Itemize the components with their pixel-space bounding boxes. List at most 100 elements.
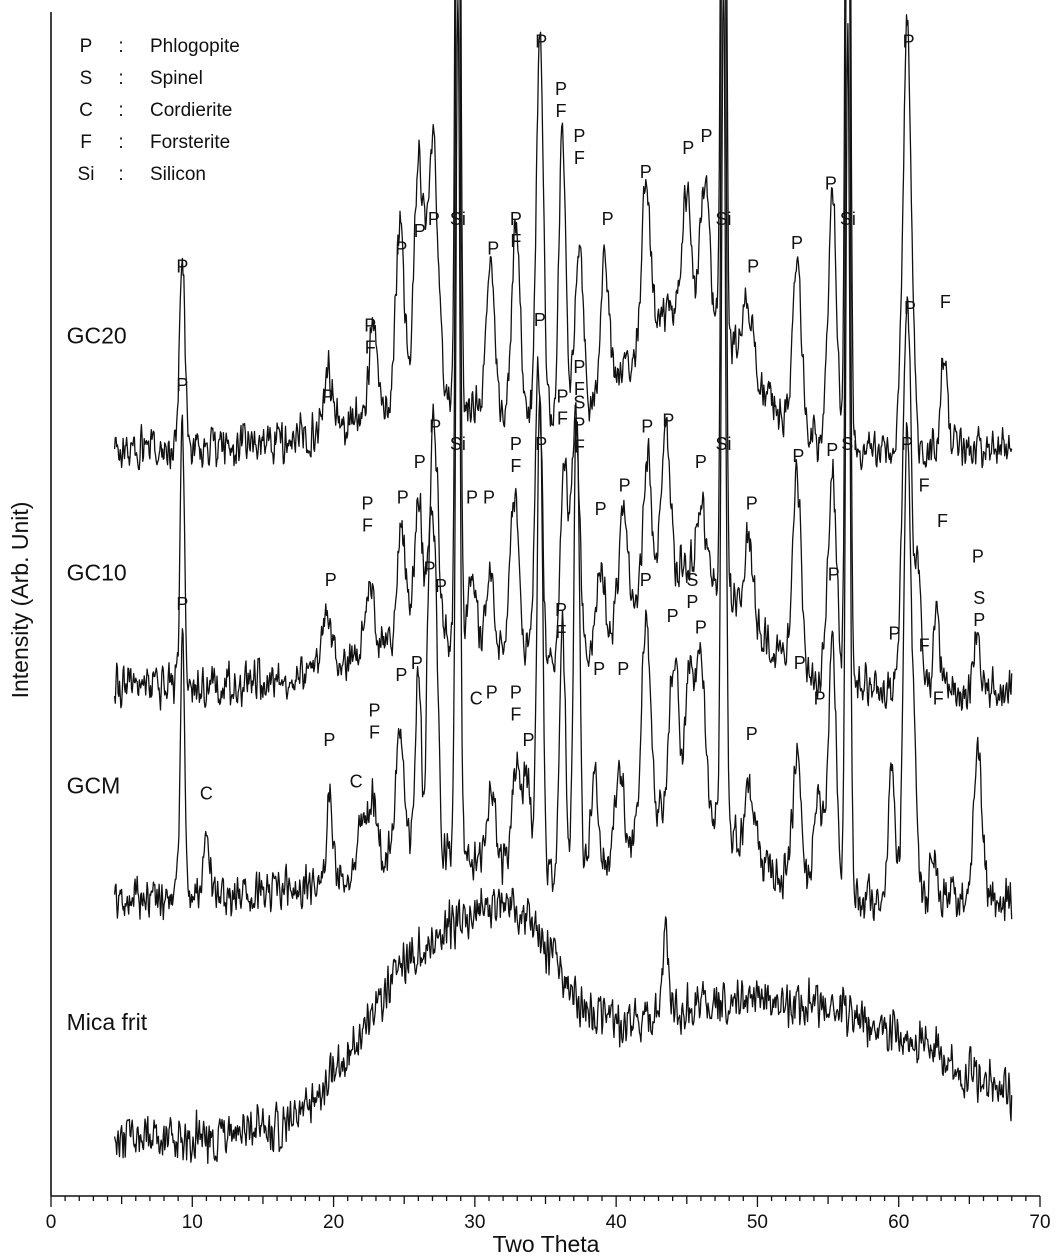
peak-label: P: [903, 32, 915, 52]
series-name: Mica frit: [67, 1009, 148, 1035]
legend-entry: Phlogopite: [150, 36, 240, 57]
peak-label: P: [791, 233, 803, 253]
peak-label: P: [595, 499, 607, 519]
legend-separator: :: [118, 100, 123, 121]
peak-label: P: [325, 570, 337, 590]
peak-label: C: [470, 689, 483, 709]
legend-entry: Forsterite: [150, 132, 230, 153]
peak-label: P: [619, 476, 631, 496]
legend-separator: :: [118, 132, 123, 153]
peak-label: P: [487, 239, 499, 259]
legend-symbol: C: [79, 100, 93, 121]
series-line: [113, 0, 1013, 922]
legend-symbol: S: [80, 68, 93, 89]
peak-label: P: [176, 256, 188, 276]
peak-label: P: [414, 452, 426, 472]
legend-symbol: P: [80, 36, 93, 57]
peak-label: P: [640, 570, 652, 590]
x-tick-label: 60: [888, 1212, 909, 1233]
peak-label: P: [395, 665, 407, 685]
peak-label: F: [919, 635, 930, 655]
peak-label: P: [814, 689, 826, 709]
peak-label: P: [593, 659, 605, 679]
legend-symbol: F: [80, 132, 92, 153]
peak-label: F: [940, 292, 951, 312]
x-ticks: 0 10 20 30 40 50 60 70: [46, 1196, 1051, 1233]
peak-label: P: [662, 410, 674, 430]
legend: P: Phlogopite S: Spinel C: Cordierite F: Forste…: [78, 36, 240, 185]
peak-label: C: [200, 783, 213, 803]
peak-label: P: [523, 730, 535, 750]
peak-label: F: [919, 476, 930, 496]
peak-label: P: [904, 298, 916, 318]
peak-label: P: [466, 487, 478, 507]
peak-label: P: [411, 653, 423, 673]
legend-separator: :: [118, 68, 123, 89]
peak-label: P: [641, 416, 653, 436]
peak-label: P: [888, 624, 900, 644]
legend-separator: :: [118, 36, 123, 57]
peak-label: P: [826, 440, 838, 460]
legend-symbol: Si: [78, 164, 95, 185]
peak-label: P: [176, 594, 188, 614]
peak-label: P: [395, 239, 407, 259]
x-axis-label: Two Theta: [493, 1231, 600, 1257]
peak-label: P: [322, 387, 334, 407]
x-tick-label: 20: [323, 1212, 344, 1233]
peak-label: P: [825, 174, 837, 194]
peak-label: Si: [716, 209, 732, 229]
peak-label: P: [397, 487, 409, 507]
x-tick-label: 50: [747, 1212, 768, 1233]
legend-entry: Spinel: [150, 68, 203, 89]
peak-label: F: [937, 511, 948, 531]
peak-label: P: [176, 375, 188, 395]
peak-label: P: [617, 659, 629, 679]
series-line: [113, 887, 1013, 1164]
peak-label: P: [747, 256, 759, 276]
peak-label: P: [428, 209, 440, 229]
peak-label: P: [667, 606, 679, 626]
peak-label: P: [695, 452, 707, 472]
peak-label: P: [701, 126, 713, 146]
peak-label: Si: [840, 209, 856, 229]
peak-label: P: [828, 564, 840, 584]
peak-label: P: [323, 730, 335, 750]
series-layer: GC20 GC10 GCM Mica frit: [67, 0, 1013, 1164]
peak-label: P: [414, 221, 426, 241]
peak-label: P: [695, 618, 707, 638]
peak-label: P: [682, 138, 694, 158]
y-axis-label: Intensity (Arb. Unit): [7, 502, 33, 699]
peak-label: P: [535, 434, 547, 454]
peak-label: P: [792, 446, 804, 466]
peak-label: P: [534, 310, 546, 330]
x-tick-label: 30: [464, 1212, 485, 1233]
legend-separator: :: [118, 164, 123, 185]
peak-label: P: [483, 487, 495, 507]
peak-label: P: [901, 434, 913, 454]
peak-label: C: [350, 772, 363, 792]
peak-label: P: [486, 683, 498, 703]
peak-label: P: [972, 547, 984, 567]
peak-label: P: [429, 416, 441, 436]
peak-label: F: [933, 689, 944, 709]
series-name: GC20: [67, 323, 127, 349]
peak-label: P: [535, 32, 547, 52]
series-line: [113, 0, 1013, 711]
x-tick-label: 10: [182, 1212, 203, 1233]
peak-label: Si: [450, 434, 466, 454]
legend-entry: Cordierite: [150, 100, 232, 121]
x-tick-label: 40: [606, 1212, 627, 1233]
